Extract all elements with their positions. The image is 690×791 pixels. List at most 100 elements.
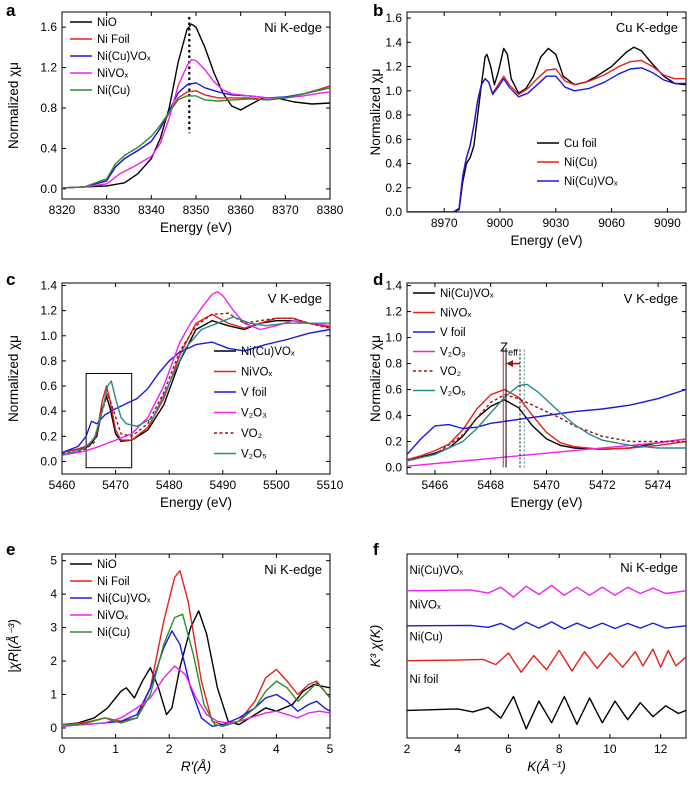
plot-area	[407, 584, 686, 730]
series-line	[62, 312, 330, 455]
y-axis-label: Normalized χμ	[6, 335, 21, 422]
y-tick-label: 1.6	[40, 20, 57, 34]
x-tick-label: 4	[454, 742, 461, 756]
x-tick-label: 8360	[227, 203, 254, 217]
y-tick-label: 0.0	[40, 454, 57, 468]
x-tick-label: 8	[556, 742, 563, 756]
plot-area	[407, 46, 686, 212]
y-tick-label: 1.4	[385, 35, 402, 49]
x-tick-label: 5474	[645, 478, 672, 492]
zoom-box	[85, 372, 133, 469]
legend-label: Ni(Cu)VOₓ	[241, 346, 295, 358]
y-tick-label: 0.6	[40, 379, 57, 393]
x-tick-label: 8320	[49, 203, 76, 217]
y-tick-label: 1.4	[40, 279, 57, 293]
series-line	[62, 328, 330, 454]
legend: Ni(Cu)VOₓ NiVOₓ V foil V₂O₃ VO₂ V₂O₅	[214, 346, 295, 461]
y-tick-label: 5	[50, 554, 57, 568]
legend-label: V₂O₅	[440, 386, 466, 398]
legend-label: Ni(Cu)	[97, 85, 130, 97]
plot-frame	[61, 282, 331, 475]
series-line	[407, 648, 686, 673]
series-line	[407, 621, 686, 631]
legend-label: V foil	[440, 327, 466, 339]
legend: NiO Ni Foil Ni(Cu)VOₓ NiVOₓ Ni(Cu)	[70, 559, 151, 639]
x-tick-label: 9060	[598, 216, 625, 230]
series-line	[62, 87, 330, 189]
x-tick-label: 5470	[533, 478, 560, 492]
x-tick-label: 9000	[487, 216, 514, 230]
x-tick-label: 5472	[589, 478, 616, 492]
legend: Ni(Cu)VOₓ NiVOₓ Ni(Cu) Ni foil	[410, 565, 464, 686]
y-tick-label: 1	[50, 688, 57, 702]
legend-label: V foil	[241, 387, 267, 399]
series-line	[62, 320, 330, 454]
panel-label: f	[373, 540, 379, 559]
x-tick-label: 8340	[138, 203, 165, 217]
plot-area	[62, 291, 330, 469]
series-line	[407, 46, 686, 212]
series-line	[407, 388, 686, 461]
legend-label: NiVOₓ	[410, 599, 441, 611]
panel-f: f 2 4 6 8 10 12 K(Å⁻¹) K³ χ(K) Ni K-edge Ni(Cu)VOₓ…	[368, 540, 687, 774]
plot-frame	[61, 553, 331, 739]
legend-label: NiVOₓ	[241, 367, 272, 379]
legend-label: NiO	[97, 17, 117, 29]
y-tick-label: 4	[50, 587, 57, 601]
legend: Ni(Cu)VOₓ NiVOₓ V foil V₂O₃ VO₂ V₂O₅	[413, 288, 494, 398]
legend-label: NiVOₓ	[97, 610, 128, 622]
x-axis-label: Energy (eV)	[510, 495, 582, 510]
y-tick-label: 0.8	[40, 101, 57, 115]
x-tick-label: 8970	[431, 216, 458, 230]
y-tick-label: 0.2	[40, 429, 57, 443]
panel-label: b	[373, 1, 383, 20]
y-tick-label: 3	[50, 621, 57, 635]
y-axis-label: Normalized χμ	[6, 62, 21, 149]
x-tick-label: 5490	[209, 478, 236, 492]
x-tick-label: 10	[603, 742, 617, 756]
chart-title: Cu K-edge	[616, 20, 678, 35]
legend-label: Ni(Cu)	[410, 631, 443, 643]
x-tick-label: 2	[404, 742, 411, 756]
legend-label: V₂O₃	[241, 408, 267, 420]
plot-frame	[406, 553, 687, 739]
legend-label: Ni Foil	[97, 34, 130, 46]
x-tick-label: 5	[327, 742, 334, 756]
legend-label: Ni(Cu)VOₓ	[410, 565, 464, 577]
legend: Cu foil Ni(Cu) Ni(Cu)VOₓ	[537, 138, 618, 188]
panel-label: e	[6, 540, 15, 559]
panel-b: b 8970 9000 9030 9060 9090 0.0 0.2 0.4 0.6 0.8 1.0 1…	[368, 1, 687, 248]
y-tick-label: 0.4	[40, 141, 57, 155]
series-line	[62, 630, 330, 727]
x-axis-label: R′(Å)	[181, 759, 211, 774]
y-tick-label: 1.0	[385, 84, 402, 98]
y-tick-label: 0.8	[40, 354, 57, 368]
x-tick-label: 5468	[477, 478, 504, 492]
y-tick-label: 0.0	[385, 205, 402, 219]
chart-title: Ni K-edge	[620, 560, 678, 575]
x-axis-label: Energy (eV)	[160, 220, 232, 235]
x-tick-label: 8380	[317, 203, 344, 217]
y-tick-label: 0.4	[40, 404, 57, 418]
series-line	[62, 23, 330, 189]
plot-area	[62, 570, 330, 727]
y-tick-label: 0.8	[385, 108, 402, 122]
legend-label: Ni(Cu)VOₓ	[97, 593, 151, 605]
x-tick-label: 6	[505, 742, 512, 756]
chart-title: V K-edge	[268, 291, 322, 306]
legend-label: Ni(Cu)VOₓ	[564, 176, 618, 188]
y-tick-label: 0.4	[385, 157, 402, 171]
y-tick-label: 1.2	[40, 61, 57, 75]
legend-label: Cu foil	[564, 138, 597, 150]
series-line	[407, 438, 686, 467]
x-tick-label: 5510	[317, 478, 344, 492]
legend-label: Ni(Cu)VOₓ	[97, 51, 151, 63]
plot-area	[407, 347, 686, 468]
series-line	[407, 383, 686, 462]
legend-label: VO₂	[241, 428, 262, 440]
x-tick-label: 9090	[654, 216, 681, 230]
y-tick-label: 1.2	[385, 60, 402, 74]
legend-label: V₂O₃	[440, 347, 466, 359]
series-line	[407, 584, 686, 598]
y-tick-label: 1.6	[385, 11, 402, 25]
